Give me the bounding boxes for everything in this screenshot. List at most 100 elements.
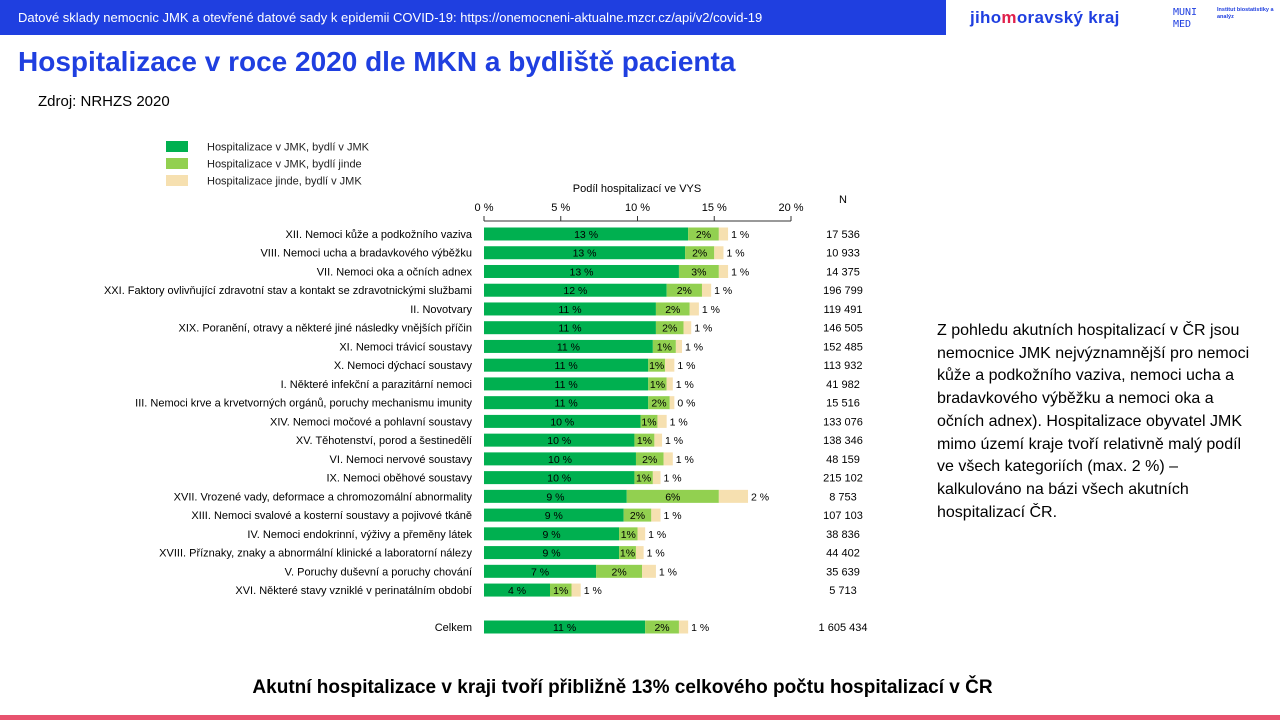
data-label: 1 % <box>691 622 709 634</box>
bar-segment <box>657 414 667 428</box>
muni-med-logo: MUNI MED <box>1173 7 1215 31</box>
bar-segment <box>484 414 641 428</box>
bar-segment <box>571 583 581 597</box>
n-value: 107 103 <box>823 510 863 522</box>
bar-segment <box>484 264 679 278</box>
n-value: 38 836 <box>826 529 860 541</box>
n-value: 152 485 <box>823 341 863 353</box>
n-value: 146 505 <box>823 323 863 335</box>
accent-line <box>0 715 1280 720</box>
data-label: 6% <box>665 491 680 503</box>
category-label: II. Novotvary <box>410 304 472 316</box>
data-label: 12 % <box>563 285 587 297</box>
data-label: 1 % <box>677 360 695 372</box>
bar-segment <box>484 283 667 297</box>
bar-segment <box>484 396 649 410</box>
data-label: 1 % <box>664 473 682 485</box>
commentary-text: Z pohledu akutních hospitalizací v ČR js… <box>937 322 1250 521</box>
bar-segment <box>718 264 729 278</box>
data-label: 1% <box>553 585 568 597</box>
data-label: 2% <box>651 398 666 410</box>
bar-segment <box>623 508 652 522</box>
data-label: 2% <box>611 566 626 578</box>
category-label: X. Nemoci dýchací soustavy <box>334 360 473 372</box>
category-label: VIII. Nemoci ucha a bradavkového výběžku <box>260 248 472 260</box>
bar-segment <box>655 321 684 335</box>
bar-segment <box>635 452 664 466</box>
muni-logo-line1: MUNI <box>1173 7 1198 18</box>
bar-segment <box>637 527 646 541</box>
bar-segment <box>484 339 653 353</box>
category-label: XI. Nemoci trávicí soustavy <box>339 341 472 353</box>
data-label: 2% <box>692 248 707 260</box>
bar-segment <box>484 527 620 541</box>
data-label: 13 % <box>574 229 598 241</box>
bar-segment <box>683 321 692 335</box>
data-label: 2% <box>654 622 669 634</box>
bar-segment <box>635 546 644 560</box>
bar-segment <box>655 302 690 316</box>
category-label: VI. Nemoci nervové soustavy <box>330 454 473 466</box>
data-label: 9 % <box>545 510 563 522</box>
tick-label: 20 % <box>778 202 803 214</box>
bar-segment <box>484 227 689 241</box>
category-label: XIII. Nemoci svalové a kosterní soustavy… <box>191 510 472 522</box>
legend-swatch <box>166 158 188 169</box>
data-label: 11 % <box>553 622 576 634</box>
data-label: 1% <box>620 548 635 560</box>
category-label: IX. Nemoci oběhové soustavy <box>326 473 472 485</box>
bar-segment <box>642 564 656 578</box>
tick-label: 5 % <box>551 202 570 214</box>
category-label: III. Nemoci krve a krvetvorných orgánů, … <box>135 398 472 410</box>
stacked-bar-chart: Hospitalizace v JMK, bydlí v JMK Hospital… <box>104 141 867 634</box>
n-value: 113 932 <box>824 360 863 372</box>
data-label: 11 % <box>555 379 578 391</box>
tick-label: 0 % <box>475 202 494 214</box>
bar-segment <box>654 433 663 447</box>
bar-segment <box>675 339 683 353</box>
n-value: 10 933 <box>826 248 860 260</box>
data-label: 0 % <box>677 398 695 410</box>
category-label: Celkem <box>435 622 472 634</box>
data-label: 13 % <box>573 248 597 260</box>
bar-segment <box>619 546 636 560</box>
data-label: 1% <box>621 529 636 541</box>
bar-segment <box>648 358 666 372</box>
data-label: 2% <box>696 229 711 241</box>
summary-text: Akutní hospitalizace v kraji tvoří přibl… <box>252 677 993 698</box>
data-label: 2% <box>665 304 680 316</box>
bar-segment <box>634 433 655 447</box>
bar-segment <box>484 564 597 578</box>
data-label: 1% <box>636 473 651 485</box>
data-label: 1 % <box>659 566 677 578</box>
bar-segment <box>648 396 670 410</box>
data-label: 13 % <box>570 266 594 278</box>
data-label: 9 % <box>546 491 564 503</box>
bar-segment <box>484 377 649 391</box>
bar-segment <box>669 396 675 410</box>
data-label: 1 % <box>665 435 683 447</box>
data-label: 1 % <box>676 454 694 466</box>
bar-segment <box>640 414 658 428</box>
bar-segment <box>484 508 624 522</box>
data-label: 1 % <box>647 548 665 560</box>
data-label: 1 % <box>685 341 703 353</box>
bar-segment <box>484 433 635 447</box>
n-value: 15 516 <box>826 398 860 410</box>
data-label: 1 % <box>694 323 712 335</box>
category-label: XII. Nemoci kůže a podkožního vaziva <box>286 229 473 241</box>
n-value: 8 753 <box>829 491 857 503</box>
data-label: 1 % <box>726 248 744 260</box>
jmk-logo: jihomoravský kraj <box>970 8 1120 28</box>
page-title: Hospitalizace v roce 2020 dle MKN a bydl… <box>18 46 736 77</box>
bar-segment <box>484 358 649 372</box>
bar-segment <box>634 471 653 485</box>
bar-segment <box>663 452 673 466</box>
n-value: 138 346 <box>823 435 863 447</box>
bar-segment <box>596 564 643 578</box>
data-label: 1 % <box>584 585 602 597</box>
bar-segment <box>645 620 679 634</box>
tick-label: 15 % <box>702 202 727 214</box>
category-label: V. Poruchy duševní a poruchy chování <box>285 566 472 578</box>
data-label: 2% <box>677 285 692 297</box>
